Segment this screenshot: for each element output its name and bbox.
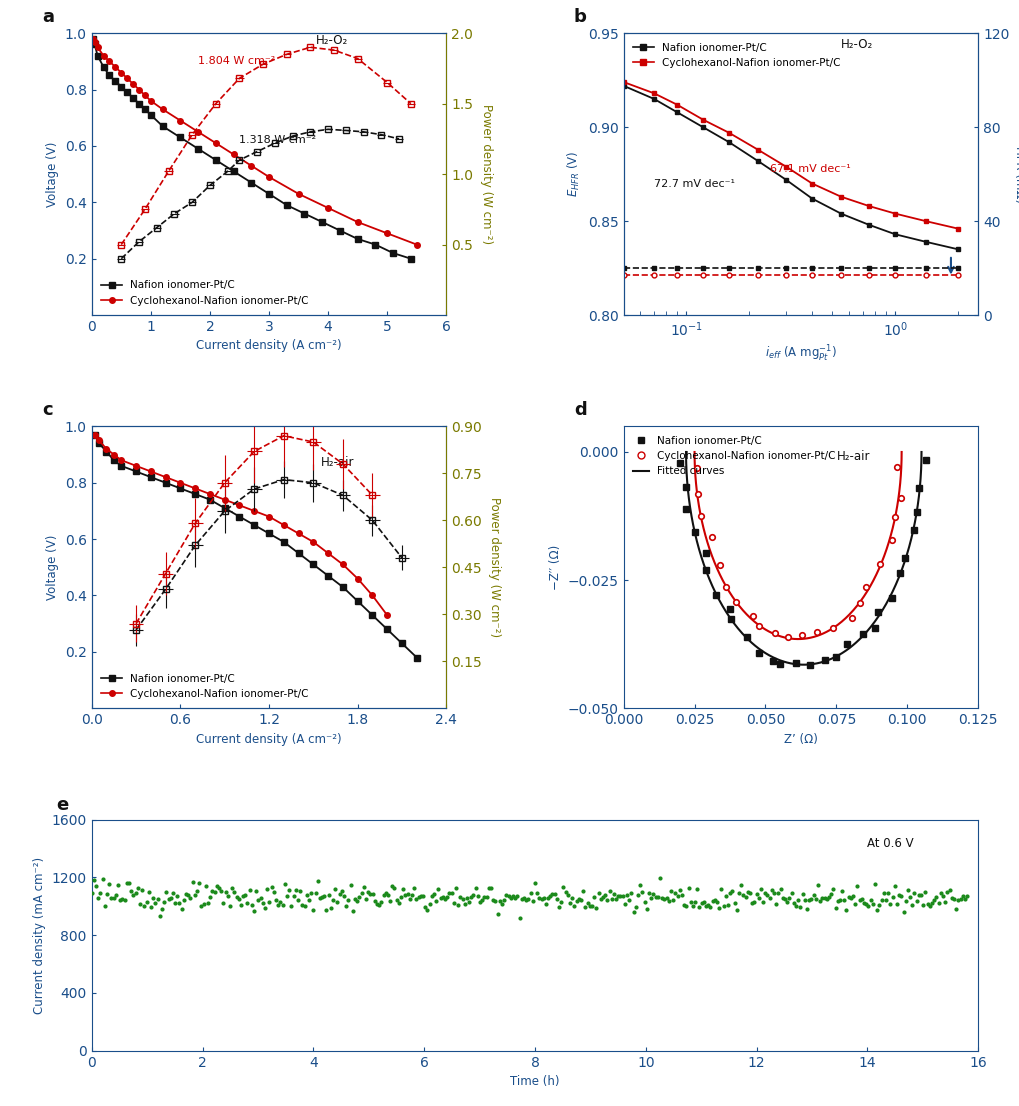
Text: H₂-O₂: H₂-O₂ [841,39,873,51]
X-axis label: Current density (A cm⁻²): Current density (A cm⁻²) [197,732,341,745]
X-axis label: Z’ (Ω): Z’ (Ω) [784,732,818,745]
X-axis label: Current density (A cm⁻²): Current density (A cm⁻²) [197,340,341,353]
Y-axis label: Power density (W cm⁻²): Power density (W cm⁻²) [488,498,501,637]
X-axis label: $i_{eff}$ (A mg$_{Pt}^{-1}$): $i_{eff}$ (A mg$_{Pt}^{-1}$) [765,344,837,364]
Text: H₂-air: H₂-air [837,450,870,463]
Text: 67.1 mV dec⁻¹: 67.1 mV dec⁻¹ [769,165,850,175]
Legend: Nafion ionomer-Pt/C, Cyclohexanol-Nafion ionomer-Pt/C: Nafion ionomer-Pt/C, Cyclohexanol-Nafion… [97,669,313,703]
Text: e: e [56,796,68,814]
Y-axis label: −Z′′ (Ω): −Z′′ (Ω) [549,544,562,589]
Text: c: c [42,401,53,419]
Text: 1.804 W cm⁻²: 1.804 W cm⁻² [198,56,275,66]
Text: H₂-O₂: H₂-O₂ [316,34,348,48]
Text: a: a [42,8,54,25]
Text: H₂-air: H₂-air [321,456,355,469]
Legend: Nafion ionomer-Pt/C, Cyclohexanol-Nafion ionomer-Pt/C: Nafion ionomer-Pt/C, Cyclohexanol-Nafion… [629,39,845,72]
Y-axis label: Voltage (V): Voltage (V) [46,534,59,599]
Y-axis label: HFR (mΩ): HFR (mΩ) [1013,146,1019,202]
Y-axis label: $E_{HFR}$ (V): $E_{HFR}$ (V) [567,150,583,197]
Legend: Nafion ionomer-Pt/C, Cyclohexanol-Nafion ionomer-Pt/C: Nafion ionomer-Pt/C, Cyclohexanol-Nafion… [97,276,313,310]
Legend: Nafion ionomer-Pt/C, Cyclohexanol-Nafion ionomer-Pt/C, Fitted curves: Nafion ionomer-Pt/C, Cyclohexanol-Nafion… [629,431,840,480]
Y-axis label: Power density (W cm⁻²): Power density (W cm⁻²) [480,104,492,244]
Y-axis label: Current density (mA cm⁻²): Current density (mA cm⁻²) [33,856,46,1014]
Y-axis label: Voltage (V): Voltage (V) [46,142,59,207]
Text: 72.7 mV dec⁻¹: 72.7 mV dec⁻¹ [654,179,735,189]
X-axis label: Time (h): Time (h) [511,1075,559,1088]
Text: d: d [574,401,587,419]
Text: b: b [574,8,587,25]
Text: At 0.6 V: At 0.6 V [867,837,914,851]
Text: 1.318 W cm⁻²: 1.318 W cm⁻² [239,135,317,145]
